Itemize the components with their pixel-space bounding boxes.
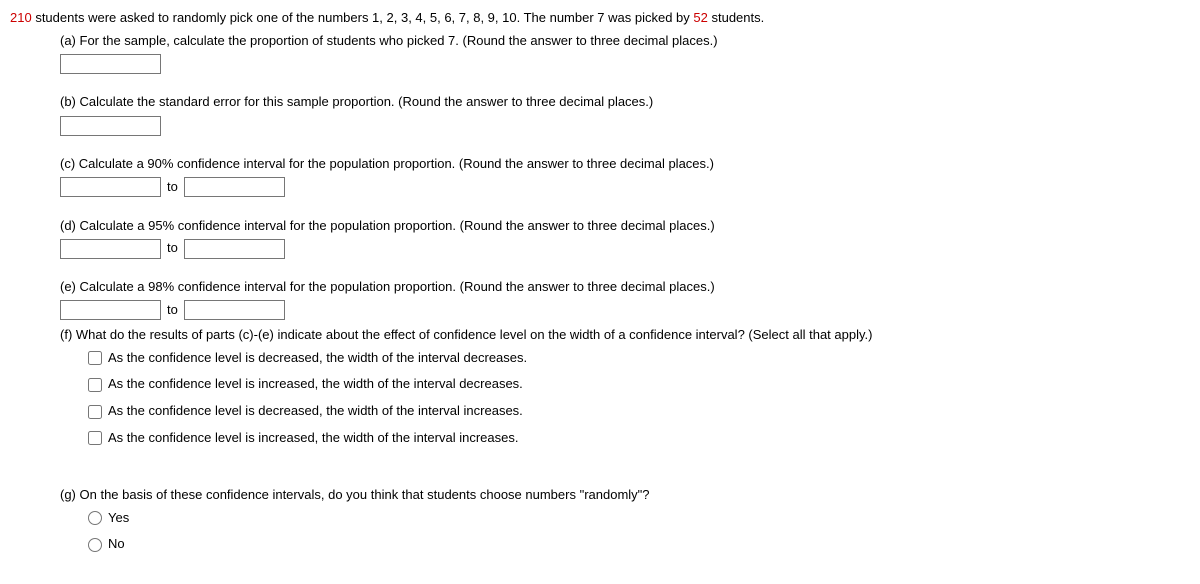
f-checkbox-2[interactable] xyxy=(88,378,102,392)
g-option-yes[interactable]: Yes xyxy=(88,508,1190,529)
answer-d-upper-input[interactable] xyxy=(184,239,285,259)
answer-c-lower-input[interactable] xyxy=(60,177,161,197)
f-option-4-label: As the confidence level is increased, th… xyxy=(108,428,518,449)
part-a: (a) For the sample, calculate the propor… xyxy=(60,31,1190,75)
f-option-2[interactable]: As the confidence level is increased, th… xyxy=(88,374,1190,395)
f-checkbox-3[interactable] xyxy=(88,405,102,419)
to-label-e: to xyxy=(167,300,178,321)
part-c: (c) Calculate a 90% confidence interval … xyxy=(60,154,1190,198)
part-g: (g) On the basis of these confidence int… xyxy=(60,485,1190,555)
g-yes-label: Yes xyxy=(108,508,129,529)
g-radio-yes[interactable] xyxy=(88,511,102,525)
g-radio-no[interactable] xyxy=(88,538,102,552)
answer-e-lower-input[interactable] xyxy=(60,300,161,320)
intro-prefix: students were asked to randomly pick one… xyxy=(32,10,694,25)
f-option-2-label: As the confidence level is increased, th… xyxy=(108,374,523,395)
part-b: (b) Calculate the standard error for thi… xyxy=(60,92,1190,136)
n-picked: 52 xyxy=(693,10,707,25)
intro-text: 210 students were asked to randomly pick… xyxy=(10,8,1190,29)
f-option-3-label: As the confidence level is decreased, th… xyxy=(108,401,523,422)
answer-d-lower-input[interactable] xyxy=(60,239,161,259)
part-d: (d) Calculate a 95% confidence interval … xyxy=(60,216,1190,260)
f-checkbox-1[interactable] xyxy=(88,351,102,365)
answer-b-input[interactable] xyxy=(60,116,161,136)
answer-e-upper-input[interactable] xyxy=(184,300,285,320)
f-option-1-label: As the confidence level is decreased, th… xyxy=(108,348,527,369)
part-e: (e) Calculate a 98% confidence interval … xyxy=(60,277,1190,321)
f-checkbox-4[interactable] xyxy=(88,431,102,445)
part-a-text: (a) For the sample, calculate the propor… xyxy=(60,31,1190,52)
g-option-no[interactable]: No xyxy=(88,534,1190,555)
part-f: (f) What do the results of parts (c)-(e)… xyxy=(60,325,1190,449)
part-b-text: (b) Calculate the standard error for thi… xyxy=(60,92,1190,113)
f-option-3[interactable]: As the confidence level is decreased, th… xyxy=(88,401,1190,422)
g-no-label: No xyxy=(108,534,125,555)
intro-suffix: students. xyxy=(708,10,764,25)
part-g-text: (g) On the basis of these confidence int… xyxy=(60,485,1190,506)
part-e-text: (e) Calculate a 98% confidence interval … xyxy=(60,277,1190,298)
part-c-text: (c) Calculate a 90% confidence interval … xyxy=(60,154,1190,175)
part-f-text: (f) What do the results of parts (c)-(e)… xyxy=(60,325,1190,346)
answer-c-upper-input[interactable] xyxy=(184,177,285,197)
to-label-d: to xyxy=(167,238,178,259)
f-option-4[interactable]: As the confidence level is increased, th… xyxy=(88,428,1190,449)
part-d-text: (d) Calculate a 95% confidence interval … xyxy=(60,216,1190,237)
to-label-c: to xyxy=(167,177,178,198)
f-option-1[interactable]: As the confidence level is decreased, th… xyxy=(88,348,1190,369)
answer-a-input[interactable] xyxy=(60,54,161,74)
n-students: 210 xyxy=(10,10,32,25)
